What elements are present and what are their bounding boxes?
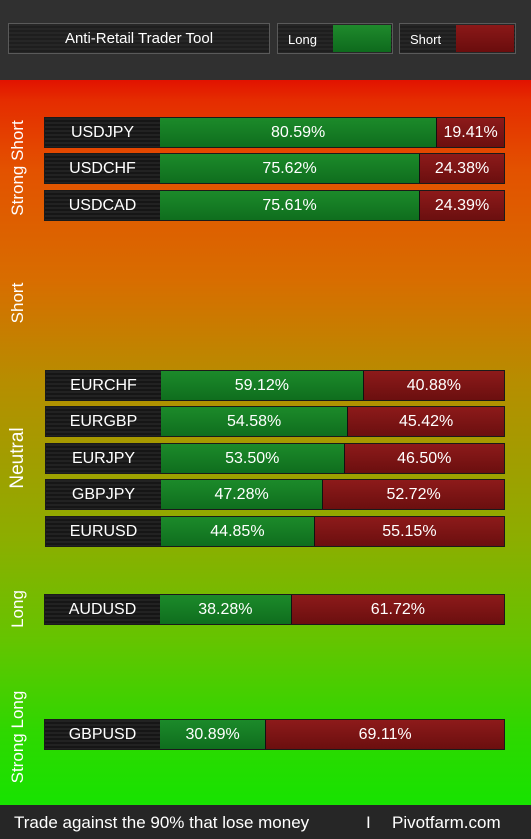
zone-label-long: Long [8,590,27,628]
pair-row[interactable]: USDJPY 80.59% 19.41% [44,117,505,148]
ratio-bar: 59.12% 40.88% [161,371,504,400]
long-bar: 44.85% [161,517,315,546]
short-bar: 40.88% [363,371,504,400]
pair-row[interactable]: EURJPY 53.50% 46.50% [45,443,505,474]
long-bar: 38.28% [160,595,292,624]
long-bar: 30.89% [160,720,267,749]
long-bar: 75.62% [160,154,421,183]
pair-row[interactable]: EURUSD 44.85% 55.15% [45,516,505,547]
short-bar: 52.72% [323,480,504,509]
pair-name: AUDUSD [45,595,160,624]
footer: Trade against the 90% that lose money I … [0,805,531,839]
short-bar: 24.38% [420,154,504,183]
ratio-bar: 75.62% 24.38% [160,154,504,183]
ratio-bar: 75.61% 24.39% [160,191,504,220]
long-bar: 75.61% [160,191,421,220]
zone-label-strong-long: Strong Long [8,690,27,784]
long-bar: 54.58% [161,407,349,436]
footer-separator: I [366,813,371,832]
legend-short-label: Short [410,32,442,47]
title-box: Anti-Retail Trader Tool [8,23,270,54]
footer-tagline: Trade against the 90% that lose money [14,813,310,832]
pair-row[interactable]: GBPJPY 47.28% 52.72% [45,479,505,510]
ratio-bar: 30.89% 69.11% [160,720,504,749]
pair-name: EURCHF [46,371,161,400]
legend-short: Short [399,23,516,54]
pair-name: EURJPY [46,444,161,473]
long-bar: 80.59% [160,118,438,147]
ratio-bar: 38.28% 61.72% [160,595,504,624]
long-bar: 59.12% [161,371,364,400]
ratio-bar: 47.28% 52.72% [161,480,504,509]
pair-row[interactable]: EURGBP 54.58% 45.42% [45,406,505,437]
pair-name: GBPUSD [45,720,160,749]
pair-name: GBPJPY [46,480,161,509]
long-bar: 53.50% [161,444,345,473]
pair-row[interactable]: USDCAD 75.61% 24.39% [44,190,505,221]
short-bar: 24.39% [420,191,504,220]
short-bar: 46.50% [344,444,504,473]
pair-row[interactable]: USDCHF 75.62% 24.38% [44,153,505,184]
header: Anti-Retail Trader Tool Long Short [0,0,531,80]
short-bar: 61.72% [291,595,504,624]
pair-name: EURGBP [46,407,161,436]
long-bar: 47.28% [161,480,324,509]
zone-label-short: Short [8,282,27,324]
pair-row[interactable]: GBPUSD 30.89% 69.11% [44,719,505,750]
app-title: Anti-Retail Trader Tool [64,30,214,47]
ratio-bar: 53.50% 46.50% [161,444,504,473]
legend-long-swatch [333,25,391,52]
ratio-bar: 54.58% 45.42% [161,407,504,436]
zone-label-neutral: Neutral [7,427,28,489]
pair-row[interactable]: EURCHF 59.12% 40.88% [45,370,505,401]
short-bar: 69.11% [266,720,504,749]
short-bar: 45.42% [348,407,504,436]
pair-row[interactable]: AUDUSD 38.28% 61.72% [44,594,505,625]
ratio-bar: 44.85% 55.15% [161,517,504,546]
pair-name: USDJPY [45,118,160,147]
footer-site-link[interactable]: Pivotfarm.com [392,813,501,832]
zone-label-strong-short: Strong Short [8,120,27,216]
ratio-bar: 80.59% 19.41% [160,118,504,147]
legend-short-swatch [456,25,514,52]
short-bar: 55.15% [314,517,504,546]
legend-long-label: Long [288,32,317,47]
legend-long: Long [277,23,393,54]
short-bar: 19.41% [437,118,504,147]
pair-name: EURUSD [46,517,161,546]
pair-name: USDCAD [45,191,160,220]
pair-name: USDCHF [45,154,160,183]
